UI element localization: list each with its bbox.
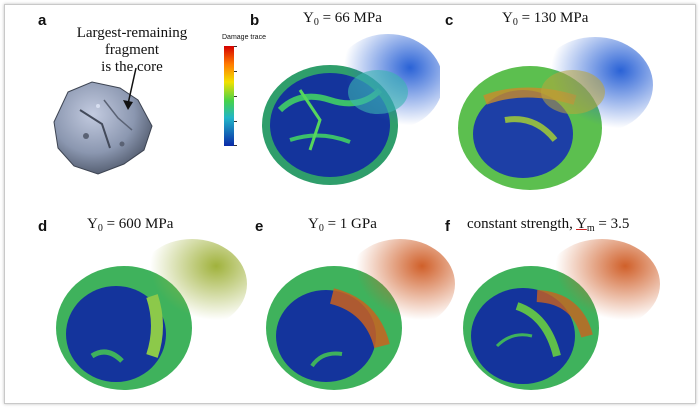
title-variable: Y [87, 216, 98, 232]
simulation-f [463, 239, 660, 390]
title-variable: Y [502, 10, 513, 26]
annotation-line-2: fragment [104, 42, 160, 58]
panel-letter-f: f [445, 218, 450, 235]
title-value: = 1 GPa [323, 216, 377, 232]
colorbar-tick [234, 71, 237, 72]
title-value: = 66 MPa [318, 10, 382, 26]
damage-colorbar [224, 46, 234, 146]
panel-letter-b: b [250, 12, 260, 29]
colorbar-title: Damage trace [222, 34, 266, 41]
annotation-arrow [123, 67, 137, 110]
panel-title-f: constant strength, Ym = 3.5 [467, 216, 629, 234]
panel-letter-e: e [255, 218, 264, 235]
colorbar-tick [234, 96, 237, 97]
simulation-c [458, 37, 653, 190]
rock-fragment-photo [53, 81, 153, 175]
panel-letter-c: c [445, 12, 454, 29]
panel-title-d: Y0 = 600 MPa [87, 216, 173, 234]
title-subscript: 0 [97, 223, 103, 234]
annotation-line-3: is the core [101, 59, 163, 75]
simulation-e [266, 239, 455, 390]
simulation-d [56, 239, 247, 390]
title-subscript: 0 [512, 17, 518, 28]
title-variable: Y [576, 216, 587, 232]
simulation-b [262, 34, 440, 185]
title-value: = 3.5 [594, 216, 630, 232]
panel-letter-a: a [38, 12, 47, 29]
title-subscript: 0 [313, 17, 319, 28]
colorbar-tick [234, 46, 237, 47]
title-subscript: 0 [318, 223, 324, 234]
panel-title-b: Y0 = 66 MPa [303, 10, 382, 28]
colorbar-tick [234, 145, 237, 146]
title-variable: Y [308, 216, 319, 232]
panel-title-c: Y0 = 130 MPa [502, 10, 588, 28]
title-variable: Y [303, 10, 314, 26]
title-value: = 600 MPa [102, 216, 174, 232]
panel-letter-d: d [38, 218, 48, 235]
title-prefix: constant strength, [467, 216, 577, 232]
title-value: = 130 MPa [517, 10, 589, 26]
core-annotation: Largest-remaining fragment is the core [72, 25, 192, 76]
panel-title-e: Y0 = 1 GPa [308, 216, 377, 234]
colorbar-tick [234, 121, 237, 122]
annotation-line-1: Largest-remaining [76, 25, 188, 41]
title-subscript: m [586, 223, 595, 234]
